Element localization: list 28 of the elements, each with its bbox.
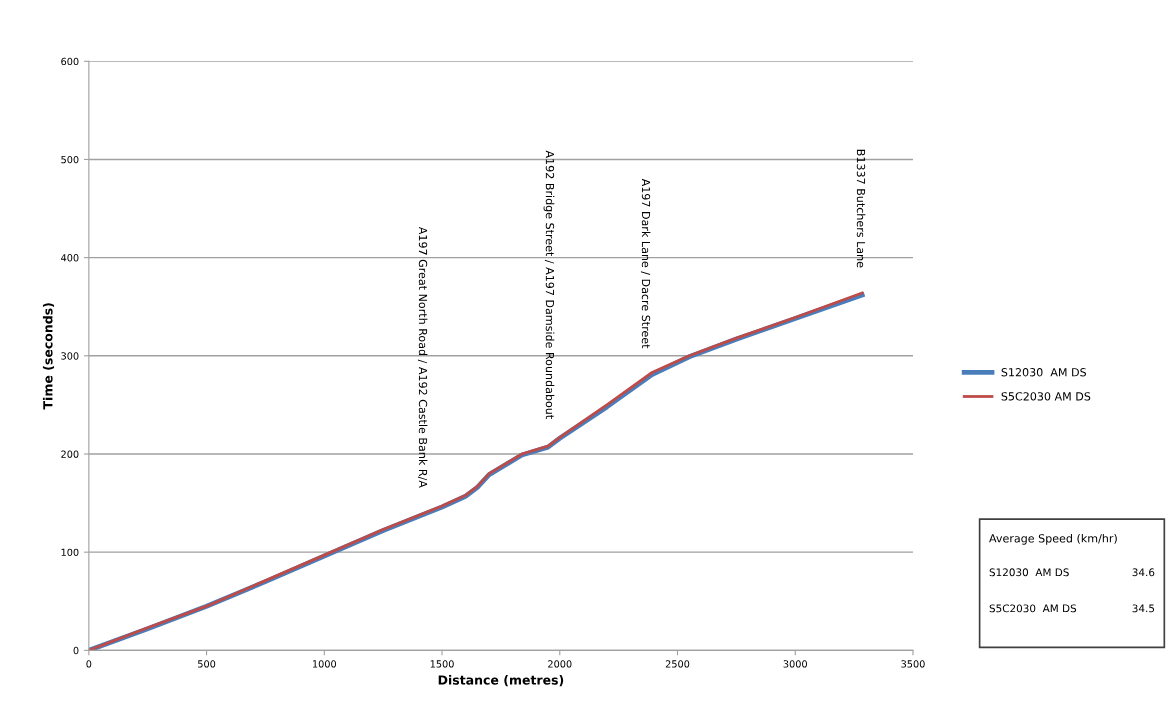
x-tick-label: 2000 (548, 660, 572, 668)
x-tick-label: 0 (86, 660, 92, 668)
y-tick-label: 0 (73, 646, 79, 655)
y-axis-title: Time (seconds) (42, 303, 55, 410)
x-tick-label: 1500 (430, 660, 454, 668)
x-axis-title: Distance (metres) (438, 675, 564, 687)
legend-label: S5C2030 AM DS (1001, 392, 1091, 401)
legend-label: S12030 AM DS (1001, 368, 1087, 377)
text: 34.6 (1132, 568, 1155, 577)
text: S5C2030 AM DS (989, 604, 1077, 613)
y-tick-label: 300 (61, 352, 79, 360)
y-tick-label: 600 (61, 57, 79, 66)
text: 34.5 (1132, 604, 1155, 613)
annotation: A192 Bridge Street / A197 Damside Roundabout (543, 150, 555, 419)
y-tick-label: 400 (61, 254, 79, 262)
y-tick-label: 500 (61, 155, 79, 164)
annotation: A197 Dark Lane / Dacre Street (640, 178, 651, 349)
text: S12030 AM DS (989, 568, 1069, 577)
x-tick-label: 2500 (665, 660, 690, 668)
x-tick-label: 500 (198, 660, 216, 668)
x-tick-label: 1000 (313, 660, 337, 668)
y-tick-label: 100 (61, 548, 79, 556)
annotation: B1337 Butchers Lane (856, 149, 866, 268)
text: Average Speed (km/hr) (989, 533, 1117, 545)
annotation: A197 Great North Road / A192 Castle Bank R/A (417, 226, 428, 488)
x-tick-label: 3500 (901, 660, 925, 668)
y-tick-label: 200 (61, 450, 79, 458)
x-tick-label: 3000 (783, 660, 807, 668)
